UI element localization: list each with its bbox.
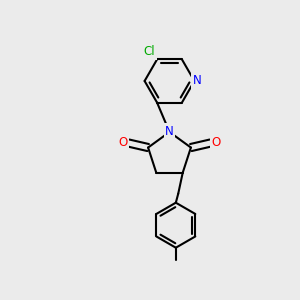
Text: N: N (192, 74, 201, 88)
Text: O: O (118, 136, 128, 149)
Text: Cl: Cl (144, 45, 155, 58)
Text: O: O (211, 136, 220, 149)
Text: N: N (165, 124, 174, 138)
